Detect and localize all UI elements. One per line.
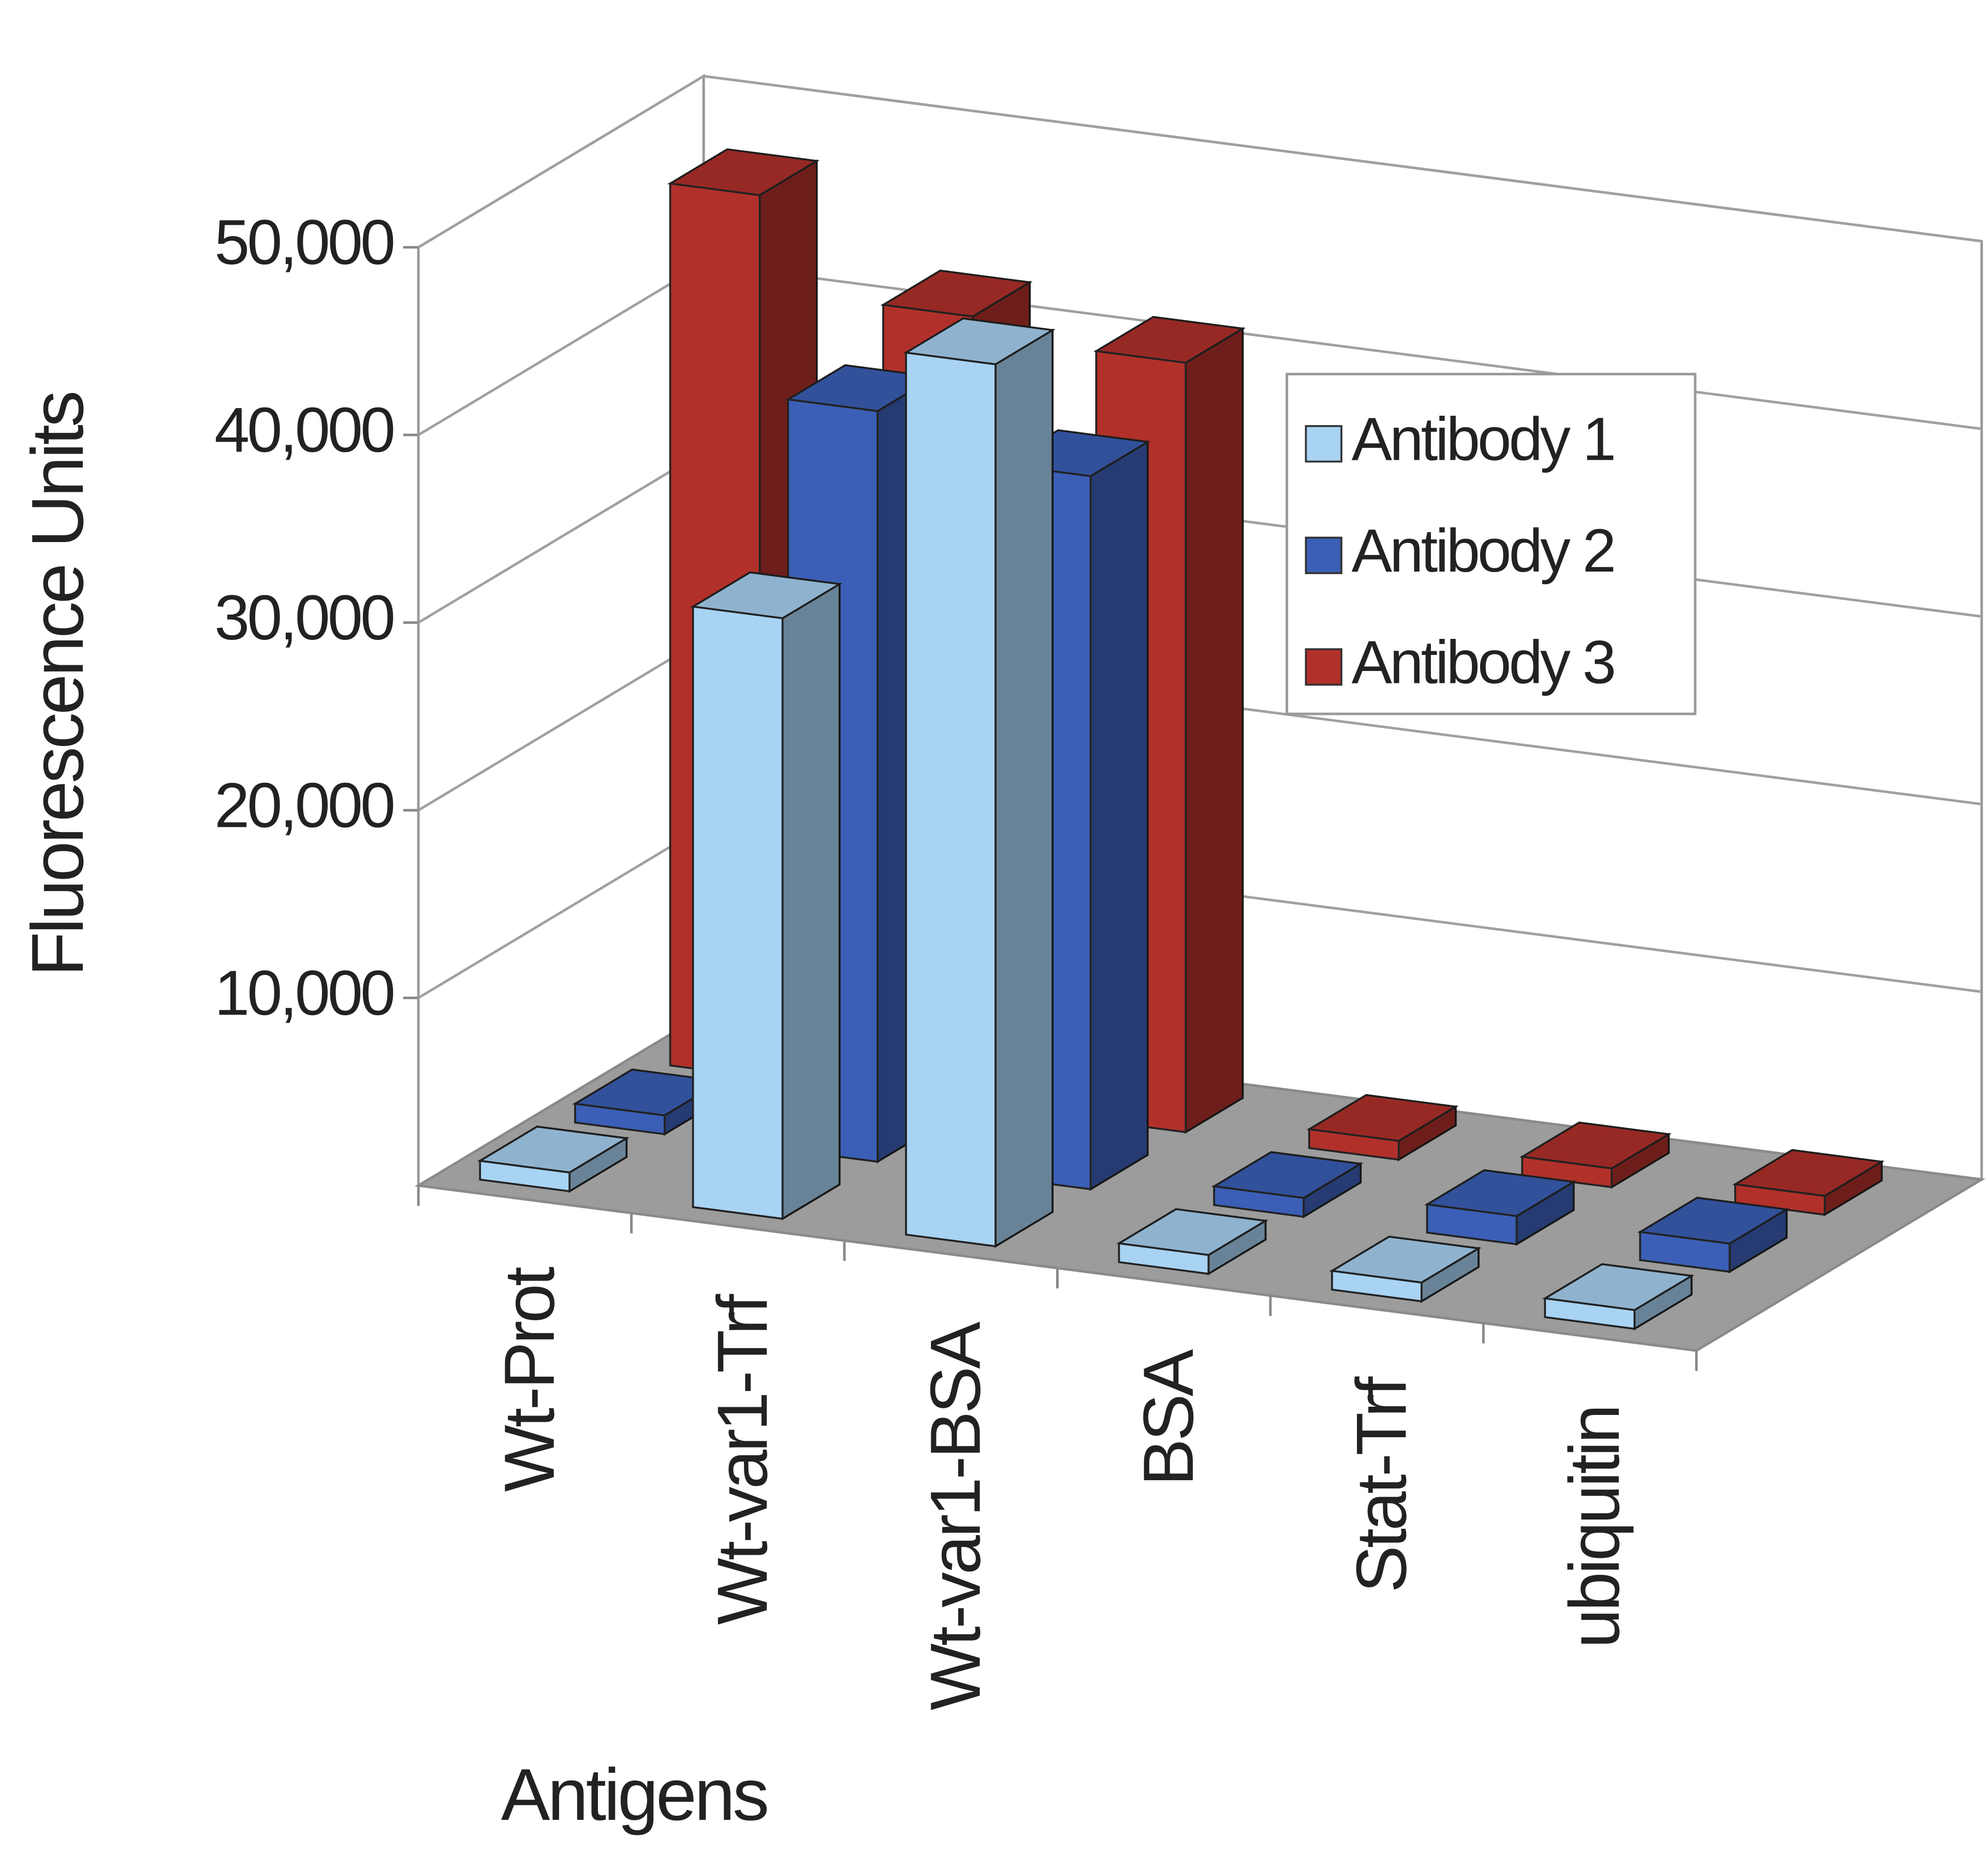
bar-side bbox=[1185, 327, 1244, 1134]
bar-side bbox=[995, 328, 1054, 1248]
bar bbox=[1116, 1208, 1269, 1276]
y-axis-title: Fluorescence Units bbox=[17, 393, 99, 977]
grid-line bbox=[417, 75, 1982, 249]
bar-front bbox=[692, 605, 784, 1220]
y-tick-label: 50,000 bbox=[214, 207, 393, 278]
bar bbox=[1732, 1149, 1885, 1217]
bar-front bbox=[905, 352, 997, 1248]
bar bbox=[1519, 1121, 1672, 1189]
bar-front bbox=[1544, 1297, 1636, 1330]
bar-front bbox=[1308, 1128, 1400, 1161]
bar bbox=[1211, 1151, 1364, 1219]
bar-front bbox=[1521, 1156, 1613, 1189]
legend: Antibody 1 Antibody 2 Antibody 3 bbox=[1285, 373, 1697, 716]
legend-box bbox=[1285, 373, 1697, 716]
bar bbox=[1424, 1169, 1577, 1246]
bar bbox=[903, 317, 1056, 1248]
plot-area: 10,000 20,000 30,000 40,000 50,000 Wt-Prot Wt-… bbox=[214, 74, 1986, 1711]
legend-label: Antibody 3 bbox=[1352, 628, 1614, 696]
bar bbox=[1542, 1263, 1694, 1331]
bar-front bbox=[1331, 1269, 1423, 1303]
y-tick-label: 40,000 bbox=[214, 394, 393, 465]
x-axis-title: Antigens bbox=[501, 1754, 767, 1836]
x-tick-label: ubiquitin bbox=[1555, 1407, 1634, 1648]
bar-front bbox=[1213, 1185, 1305, 1218]
legend-swatch bbox=[1305, 648, 1342, 686]
legend-label: Antibody 1 bbox=[1352, 405, 1614, 473]
x-tick-label: Wt-Prot bbox=[490, 1266, 569, 1492]
bar-front bbox=[1734, 1183, 1826, 1216]
bar bbox=[690, 571, 843, 1221]
legend-swatch bbox=[1305, 425, 1342, 463]
left-wall bbox=[417, 74, 705, 1188]
bar-front bbox=[1426, 1203, 1518, 1246]
bar-front bbox=[574, 1102, 666, 1135]
bar bbox=[1306, 1094, 1459, 1162]
bar bbox=[1329, 1235, 1482, 1303]
bar-side bbox=[1089, 440, 1149, 1191]
bar-front bbox=[1118, 1242, 1210, 1275]
legend-swatch bbox=[1305, 536, 1342, 574]
bar bbox=[477, 1126, 630, 1193]
y-tick-label: 30,000 bbox=[214, 582, 393, 653]
y-tick-label: 20,000 bbox=[214, 769, 393, 840]
bar bbox=[1637, 1196, 1790, 1274]
legend-label: Antibody 2 bbox=[1352, 517, 1614, 585]
x-tick-label: Stat-Trf bbox=[1342, 1376, 1421, 1593]
x-tick-label: BSA bbox=[1129, 1349, 1208, 1486]
x-tick-label: Wt-var1-BSA bbox=[916, 1321, 996, 1711]
x-tick-label: Wt-var1-Trf bbox=[703, 1294, 782, 1625]
bar-front bbox=[1639, 1231, 1731, 1273]
bar-front bbox=[479, 1160, 571, 1193]
bar-side bbox=[781, 582, 841, 1221]
y-tick-label: 10,000 bbox=[214, 957, 393, 1028]
